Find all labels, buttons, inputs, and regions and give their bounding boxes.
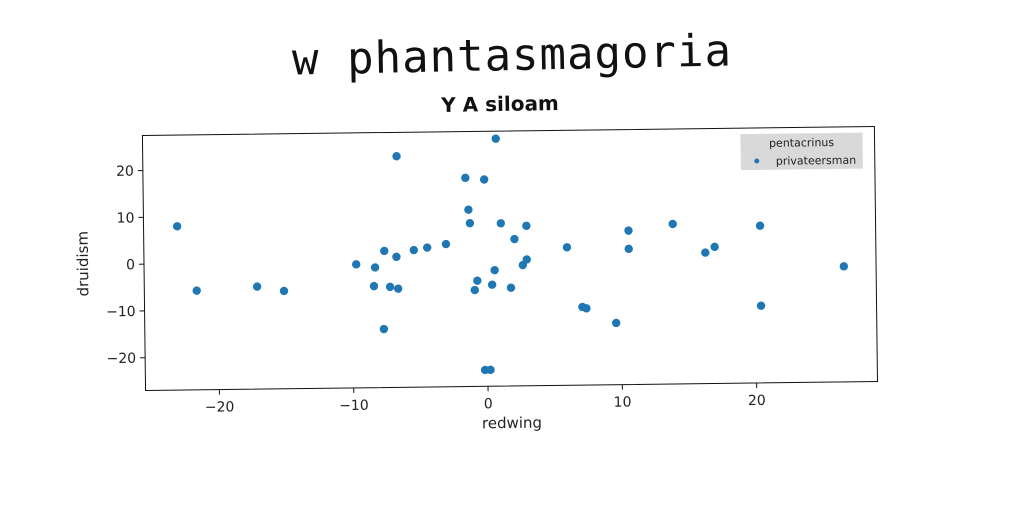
- data-point: [470, 285, 479, 295]
- data-point: [486, 365, 495, 375]
- data-point: [562, 243, 572, 252]
- data-point: [479, 175, 489, 184]
- data-point: [172, 222, 182, 231]
- data-point: [839, 262, 849, 271]
- x-tick-label: 20: [748, 393, 766, 409]
- x-tick-label: −10: [339, 398, 369, 414]
- data-point: [487, 280, 497, 289]
- data-point: [423, 243, 432, 252]
- data-point: [491, 134, 500, 143]
- x-axis-label: redwing: [482, 414, 542, 433]
- x-tick-label: −20: [205, 399, 235, 415]
- data-point: [668, 219, 677, 229]
- data-point: [461, 173, 470, 183]
- y-tick-label: 20: [116, 164, 134, 180]
- data-point: [510, 234, 519, 244]
- data-point: [710, 242, 719, 252]
- plot-frame: [141, 126, 878, 391]
- data-point: [385, 282, 395, 292]
- data-point: [582, 304, 591, 313]
- legend: pentacrinus privateersman: [740, 132, 863, 171]
- data-point: [370, 263, 380, 272]
- x-tick-label: 10: [614, 395, 632, 411]
- data-point: [624, 226, 633, 235]
- data-point: [756, 301, 766, 310]
- data-point: [522, 255, 531, 264]
- data-point: [392, 252, 401, 262]
- data-point: [192, 286, 201, 295]
- data-point: [252, 282, 262, 291]
- legend-marker: [754, 158, 760, 164]
- legend-box: [740, 132, 863, 171]
- data-point: [392, 152, 401, 161]
- data-point: [755, 221, 765, 230]
- data-point: [393, 284, 403, 293]
- y-tick-label: 0: [126, 257, 135, 273]
- data-point: [279, 286, 289, 296]
- data-point: [496, 219, 505, 228]
- data-point: [352, 260, 361, 269]
- data-point: [701, 248, 710, 257]
- data-point: [369, 281, 379, 291]
- data-point: [465, 218, 475, 228]
- data-point: [441, 239, 451, 249]
- data-point: [506, 283, 516, 292]
- y-tick-label: 10: [117, 210, 135, 226]
- data-point: [490, 265, 499, 275]
- data-point: [379, 324, 389, 334]
- legend-title: pentacrinus: [769, 136, 834, 150]
- y-tick-label: −20: [107, 351, 137, 367]
- x-axis: −20 −10 0 10 20: [205, 382, 766, 416]
- scatter-points: [172, 134, 849, 375]
- data-point: [473, 276, 482, 285]
- y-tick-label: −10: [106, 304, 136, 320]
- data-point: [409, 245, 419, 255]
- legend-series-label: privateersman: [776, 154, 857, 168]
- x-tick-label: 0: [484, 396, 493, 412]
- y-axis: −20 −10 0 10 20: [106, 164, 146, 367]
- data-point: [464, 205, 473, 214]
- data-point: [522, 221, 531, 230]
- data-point: [611, 318, 621, 328]
- data-point: [624, 244, 633, 254]
- data-point: [380, 246, 389, 256]
- y-axis-label: druidism: [74, 231, 93, 297]
